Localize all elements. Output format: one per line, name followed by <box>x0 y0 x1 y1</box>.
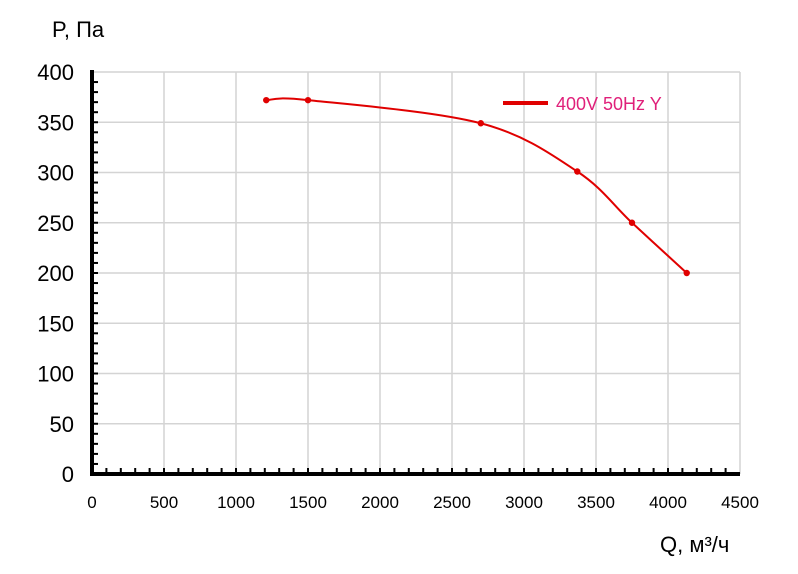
x-tick-label: 500 <box>150 493 178 512</box>
x-tick-label: 3000 <box>505 493 543 512</box>
legend-label: 400V 50Hz Y <box>556 94 662 114</box>
series-layer <box>263 96 690 277</box>
x-tick-label: 3500 <box>577 493 615 512</box>
series-line <box>266 97 688 274</box>
legend: 400V 50Hz Y <box>503 94 662 114</box>
x-axis-title: Q, м³/ч <box>660 532 729 557</box>
y-tick-label: 300 <box>37 161 74 186</box>
x-tick-label: 2000 <box>361 493 399 512</box>
x-tick-label: 1500 <box>289 493 327 512</box>
x-tick-labels: 0 500 1000 1500 2000 2500 3000 3500 4000 4500 <box>87 493 759 512</box>
y-axis-title: P, Па <box>52 17 105 42</box>
data-point <box>574 168 581 175</box>
y-tick-label: 350 <box>37 110 74 135</box>
axes <box>90 70 740 476</box>
data-point <box>304 96 312 104</box>
x-tick-label: 0 <box>87 493 96 512</box>
data-point <box>477 120 484 127</box>
y-tick-label: 100 <box>37 362 74 387</box>
grid <box>92 71 741 474</box>
minor-ticks <box>92 81 727 474</box>
x-tick-label: 1000 <box>217 493 255 512</box>
y-tick-label: 250 <box>37 211 74 236</box>
y-tick-labels: 0 50 100 150 200 250 300 350 400 <box>37 60 74 487</box>
y-tick-label: 50 <box>50 412 74 437</box>
y-tick-label: 150 <box>37 311 74 336</box>
x-tick-label: 4000 <box>649 493 687 512</box>
data-point <box>628 219 636 226</box>
data-point <box>683 269 690 277</box>
y-tick-label: 0 <box>62 462 74 487</box>
data-point <box>263 96 270 104</box>
y-tick-label: 200 <box>37 261 74 286</box>
y-tick-label: 400 <box>37 60 74 85</box>
x-tick-label: 2500 <box>433 493 471 512</box>
x-tick-label: 4500 <box>721 493 759 512</box>
